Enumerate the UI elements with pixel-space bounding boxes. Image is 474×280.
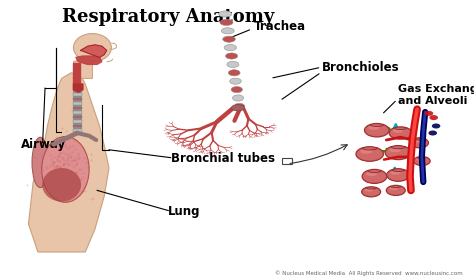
Ellipse shape xyxy=(425,111,433,116)
Text: Gas Exchange
and Alveoli: Gas Exchange and Alveoli xyxy=(398,84,474,106)
Ellipse shape xyxy=(223,36,235,42)
Ellipse shape xyxy=(385,146,411,160)
Bar xyxy=(73,102,82,104)
Ellipse shape xyxy=(219,11,232,17)
Polygon shape xyxy=(73,63,80,90)
Ellipse shape xyxy=(365,123,389,137)
Text: Airway: Airway xyxy=(21,138,66,151)
Text: Trachea: Trachea xyxy=(254,20,306,33)
Text: Lung: Lung xyxy=(168,205,201,218)
Text: © Nucleus Medical Media  All Rights Reserved  www.nucleusinc.com: © Nucleus Medical Media All Rights Reser… xyxy=(275,270,463,276)
Ellipse shape xyxy=(356,147,383,161)
Ellipse shape xyxy=(413,139,421,143)
Ellipse shape xyxy=(386,185,405,195)
Ellipse shape xyxy=(362,187,381,197)
Bar xyxy=(73,97,82,100)
Ellipse shape xyxy=(428,130,437,136)
Ellipse shape xyxy=(226,53,237,59)
Ellipse shape xyxy=(360,149,373,154)
Ellipse shape xyxy=(365,188,373,192)
Bar xyxy=(73,125,82,127)
Text: Respiratory Anatomy: Respiratory Anatomy xyxy=(62,8,274,26)
Text: Bronchioles: Bronchioles xyxy=(322,61,400,74)
Ellipse shape xyxy=(390,171,401,175)
Ellipse shape xyxy=(231,105,245,111)
Bar xyxy=(73,120,82,123)
Ellipse shape xyxy=(387,169,410,181)
Ellipse shape xyxy=(233,95,244,101)
Ellipse shape xyxy=(32,137,49,188)
Ellipse shape xyxy=(227,61,239,67)
Bar xyxy=(73,93,82,95)
Ellipse shape xyxy=(432,123,440,129)
Ellipse shape xyxy=(368,126,379,130)
Polygon shape xyxy=(81,45,107,57)
Polygon shape xyxy=(76,56,102,64)
Bar xyxy=(73,116,82,118)
Bar xyxy=(282,158,292,164)
Ellipse shape xyxy=(392,129,403,133)
Ellipse shape xyxy=(231,87,242,93)
Ellipse shape xyxy=(413,157,430,165)
Ellipse shape xyxy=(362,169,387,183)
Polygon shape xyxy=(28,73,109,252)
Ellipse shape xyxy=(228,70,240,76)
Ellipse shape xyxy=(389,148,401,152)
Ellipse shape xyxy=(429,115,438,120)
Bar xyxy=(73,111,82,114)
Ellipse shape xyxy=(220,19,233,25)
Ellipse shape xyxy=(389,127,412,139)
Polygon shape xyxy=(73,59,92,78)
Bar xyxy=(73,91,82,132)
Ellipse shape xyxy=(410,138,428,148)
Ellipse shape xyxy=(73,34,111,62)
Text: Bronchial tubes: Bronchial tubes xyxy=(171,152,274,165)
Ellipse shape xyxy=(42,137,89,202)
Bar xyxy=(73,129,82,132)
Ellipse shape xyxy=(366,172,377,176)
Ellipse shape xyxy=(224,45,237,51)
Ellipse shape xyxy=(42,168,81,202)
Bar xyxy=(73,107,82,109)
Ellipse shape xyxy=(389,187,398,190)
Ellipse shape xyxy=(221,28,234,34)
Ellipse shape xyxy=(230,78,241,84)
Ellipse shape xyxy=(416,158,424,161)
Polygon shape xyxy=(73,84,83,92)
Ellipse shape xyxy=(234,103,245,109)
